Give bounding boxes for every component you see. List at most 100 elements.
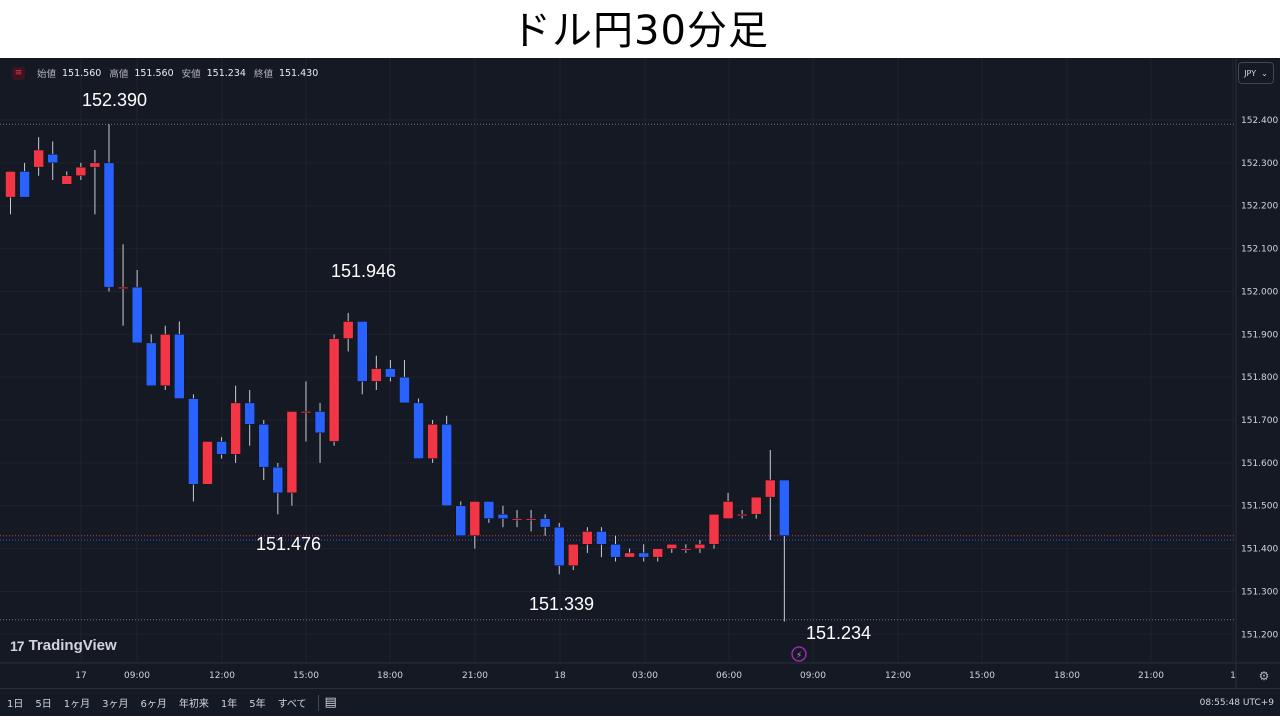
candle-body: [174, 334, 185, 399]
chart-panel[interactable]: 152.400 152.300 152.200 152.100 152.000 151.9…: [0, 58, 1280, 688]
open-value: 151.560: [62, 67, 102, 79]
price-annotation: 151.476: [256, 534, 321, 554]
candle-body: [75, 166, 87, 176]
y-tick-label: 152.400: [1241, 116, 1278, 126]
open-label: 始値: [37, 69, 57, 80]
candle-body: [694, 544, 706, 549]
range-6m[interactable]: 6ヶ月: [140, 699, 167, 710]
price-annotation: 151.946: [331, 261, 396, 281]
bottom-strip: [0, 716, 1280, 720]
candle-body: [638, 552, 649, 558]
candle-body: [469, 501, 481, 536]
x-tick-label: 17: [75, 671, 86, 681]
candle-body: [779, 479, 790, 536]
candle-body: [525, 518, 537, 521]
candle-body: [680, 548, 692, 551]
candle-body: [131, 286, 143, 344]
candle-body: [371, 368, 382, 382]
high-value: 151.560: [134, 67, 174, 79]
bottom-toolbar: 1日 5日 1ヶ月 3ヶ月 6ヶ月 年初来 1年 5年 すべて ▤ 08:55:…: [0, 688, 1280, 716]
candle-body: [385, 368, 396, 378]
range-5d[interactable]: 5日: [35, 699, 52, 710]
candle-body: [427, 424, 438, 459]
candle-body: [582, 531, 593, 545]
y-tick-label: 151.300: [1241, 587, 1278, 597]
candle-body: [652, 548, 663, 558]
low-label: 安値: [181, 69, 201, 80]
chart-background: [0, 58, 1280, 688]
currency-value: JPY: [1244, 68, 1257, 78]
tradingview-mark-icon: 17: [10, 637, 25, 654]
candle-body: [117, 286, 129, 289]
x-tick-label: 21:00: [1138, 671, 1164, 681]
candle-body: [258, 424, 270, 468]
candle-body: [483, 501, 495, 519]
x-tick-label: 12:00: [209, 671, 235, 681]
y-tick-label: 152.300: [1241, 159, 1278, 169]
currency-select[interactable]: JPY ⌄: [1238, 62, 1274, 84]
range-1m[interactable]: 1ヶ月: [63, 699, 91, 710]
tradingview-logo[interactable]: 17 TradingView: [10, 637, 117, 654]
candle-body: [145, 342, 157, 386]
calendar-icon[interactable]: ▤: [324, 695, 337, 710]
price-annotation: 151.234: [806, 623, 871, 643]
x-tick-label: 1: [1230, 671, 1236, 681]
y-tick-label: 151.200: [1241, 630, 1278, 640]
candle-body: [765, 479, 776, 498]
range-5y[interactable]: 5年: [249, 699, 266, 710]
candle-body: [244, 402, 255, 425]
x-tick-label: 12:00: [885, 671, 911, 681]
candle-body: [666, 544, 678, 549]
candle-body: [160, 334, 171, 386]
x-tick-label: 18:00: [1054, 671, 1080, 681]
candle-body: [539, 518, 551, 528]
candle-body: [5, 171, 16, 198]
page-title: ドル円30分足: [0, 0, 1280, 58]
y-tick-label: 151.800: [1241, 373, 1278, 383]
candle-body: [596, 531, 607, 545]
price-annotation: 152.390: [82, 90, 147, 110]
y-tick-label: 151.500: [1241, 502, 1278, 512]
x-tick-label: 09:00: [800, 671, 826, 681]
gear-icon[interactable]: ⚙: [1259, 669, 1270, 683]
y-tick-label: 151.600: [1241, 459, 1278, 469]
range-1y[interactable]: 1年: [220, 699, 238, 710]
candle-body: [314, 411, 326, 434]
candlestick-chart[interactable]: 152.400 152.300 152.200 152.100 152.000 151.9…: [0, 58, 1280, 688]
x-tick-label: 21:00: [462, 671, 488, 681]
candle-body: [47, 154, 58, 164]
clock: 08:55:48 UTC+9: [1199, 698, 1274, 708]
candle-body: [553, 526, 565, 566]
candle-body: [736, 514, 748, 517]
candle-body: [286, 411, 298, 494]
divider: [317, 694, 319, 711]
symbol-menu-icon[interactable]: ≡: [12, 66, 25, 80]
candle-body: [230, 402, 241, 455]
candle-body: [342, 321, 354, 339]
candle-body: [328, 338, 340, 442]
candle-body: [441, 424, 452, 506]
high-label: 高値: [109, 69, 129, 80]
y-tick-label: 152.000: [1241, 287, 1278, 297]
candle-body: [33, 149, 44, 168]
close-value: 151.430: [278, 67, 319, 79]
candle-body: [722, 501, 734, 519]
x-tick-label: 18: [554, 671, 566, 681]
candle-body: [272, 466, 284, 494]
chevron-down-icon: ⌄: [1261, 68, 1268, 78]
candle-body: [19, 171, 30, 198]
range-ytd[interactable]: 年初来: [178, 699, 209, 710]
candle-body: [455, 505, 466, 536]
x-tick-label: 15:00: [969, 671, 995, 681]
range-1d[interactable]: 1日: [7, 699, 24, 710]
x-tick-label: 06:00: [716, 671, 742, 681]
event-marker-icon: [791, 646, 807, 662]
range-3m[interactable]: 3ヶ月: [102, 699, 129, 710]
candle-body: [188, 398, 199, 485]
candle-body: [568, 544, 579, 566]
candle-body: [300, 411, 312, 414]
range-all[interactable]: すべて: [277, 699, 307, 710]
candle-body: [357, 321, 368, 382]
candle-body: [624, 552, 635, 558]
candle-body: [103, 162, 115, 288]
